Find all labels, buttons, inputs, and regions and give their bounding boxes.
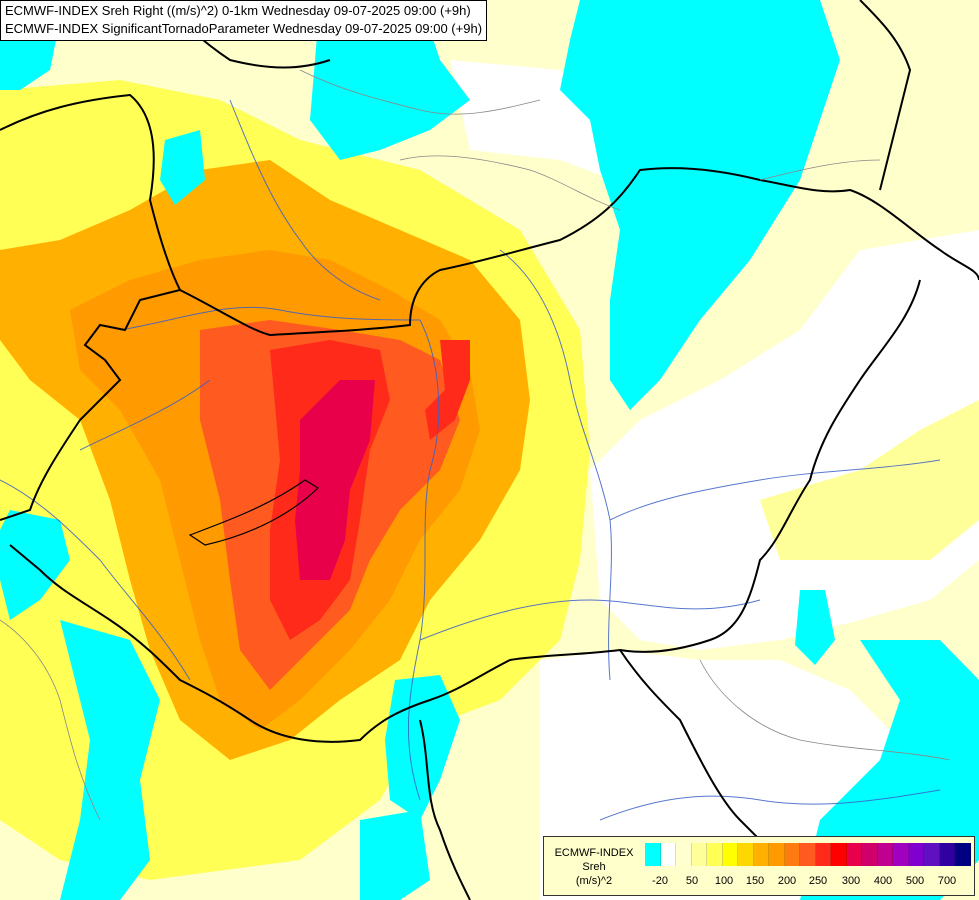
legend-tick-label: 150 xyxy=(745,875,765,887)
legend-tick-label: 100 xyxy=(714,875,734,887)
field-cyan-east-small xyxy=(795,590,835,665)
legend-model: ECMWF-INDEX xyxy=(554,847,634,859)
field-cyan-small-west xyxy=(160,130,205,205)
legend-unit: (m/s)^2 xyxy=(575,875,613,887)
legend-swatch xyxy=(862,843,878,866)
legend-tick-label: -20 xyxy=(652,875,668,887)
legend-swatch xyxy=(831,843,847,866)
legend-tick-label: 500 xyxy=(905,875,925,887)
legend-swatch xyxy=(707,843,723,866)
legend-swatch xyxy=(769,843,785,866)
title-line-sreh: ECMWF-INDEX Sreh Right ((m/s)^2) 0-1km W… xyxy=(5,3,471,18)
legend-swatch xyxy=(784,843,800,866)
legend-swatch xyxy=(893,843,909,866)
map-title-box: ECMWF-INDEX Sreh Right ((m/s)^2) 0-1km W… xyxy=(0,0,488,41)
field-cyan-south xyxy=(385,675,460,820)
legend-swatch xyxy=(955,843,971,866)
legend-swatch xyxy=(908,843,924,866)
legend-parameter: Sreh xyxy=(582,861,606,873)
legend-swatch xyxy=(846,843,862,866)
legend-swatch xyxy=(939,843,955,866)
legend-tick-label: 50 xyxy=(685,875,699,887)
legend-swatch xyxy=(722,843,738,866)
color-legend: ECMWF-INDEX Sreh (m/s)^2 -20 50 100 150 200 2… xyxy=(543,836,975,896)
lake-balaton xyxy=(188,479,319,546)
field-crimson xyxy=(295,380,375,580)
legend-tick-label: 700 xyxy=(937,875,957,887)
field-cyan-northeast xyxy=(560,0,840,410)
legend-label: ECMWF-INDEX Sreh (m/s)^2 xyxy=(548,846,640,888)
region-borders xyxy=(0,69,951,821)
legend-swatch xyxy=(676,843,692,866)
legend-swatch xyxy=(660,843,676,866)
field-cyan-south2 xyxy=(360,810,430,900)
legend-tick-label: 400 xyxy=(873,875,893,887)
field-yellow-east xyxy=(760,400,979,560)
legend-swatch xyxy=(738,843,754,866)
legend-tick-label: 200 xyxy=(777,875,797,887)
legend-swatch xyxy=(645,843,661,866)
legend-swatch xyxy=(691,843,707,866)
title-line-stp: ECMWF-INDEX SignificantTornadoParameter … xyxy=(5,21,483,36)
legend-swatches xyxy=(645,843,971,866)
legend-ticks: -20 50 100 150 200 250 300 400 500 700 xyxy=(645,875,975,891)
legend-tick-label: 250 xyxy=(808,875,828,887)
legend-swatch xyxy=(877,843,893,866)
field-cyan-southwest xyxy=(60,620,160,900)
legend-swatch xyxy=(753,843,769,866)
rivers xyxy=(0,99,941,821)
field-crimson-east xyxy=(425,340,470,440)
legend-swatch xyxy=(815,843,831,866)
legend-swatch xyxy=(924,843,940,866)
legend-swatch xyxy=(800,843,816,866)
field-cyan-southeast xyxy=(800,640,979,900)
legend-tick-label: 300 xyxy=(841,875,861,887)
